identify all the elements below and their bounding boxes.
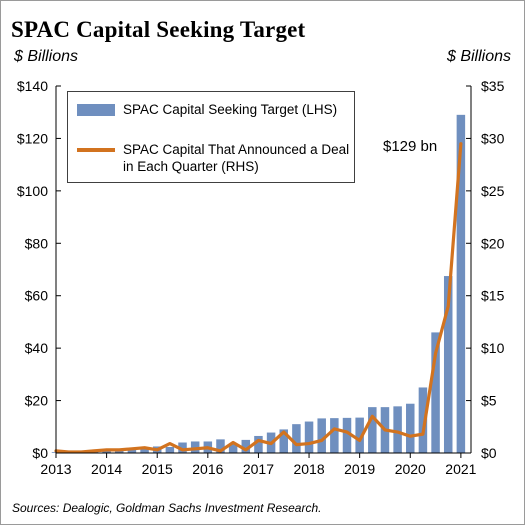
bar-mark	[127, 449, 137, 453]
legend-item-line: SPAC Capital That Announced a Deal in Ea…	[77, 141, 363, 175]
bar-mark	[102, 450, 111, 453]
right-tick-label: $20	[481, 235, 505, 251]
left-tick-label: $100	[17, 183, 48, 199]
right-tick-label: $0	[481, 445, 497, 461]
right-tick-label: $15	[481, 288, 505, 304]
left-tick-label: $140	[17, 78, 48, 94]
left-tick-label: $40	[25, 340, 49, 356]
bar-mark	[304, 421, 314, 453]
legend-bar-swatch	[77, 104, 115, 116]
left-tick-label: $0	[32, 445, 48, 461]
bar-mark	[342, 417, 352, 453]
bar-mark	[443, 276, 453, 453]
right-tick-label: $25	[481, 183, 505, 199]
x-tick-label: 2013	[40, 461, 71, 477]
bar-mark	[418, 387, 428, 453]
bar-mark	[393, 406, 402, 453]
left-tick-label: $20	[25, 393, 49, 409]
right-tick-label: $30	[481, 130, 505, 146]
x-tick-label: 2017	[243, 461, 274, 477]
left-axis-unit: $ Billions	[14, 48, 79, 65]
x-tick-label: 2020	[395, 461, 426, 477]
legend-item-bars: SPAC Capital Seeking Target (LHS)	[77, 101, 337, 118]
x-tick-label: 2018	[293, 461, 324, 477]
bar-mark	[165, 446, 175, 453]
bar-mark	[228, 443, 238, 453]
legend-label-line: SPAC Capital That Announced a Deal in Ea…	[123, 142, 350, 174]
bar-mark	[330, 418, 339, 453]
legend-label-bars: SPAC Capital Seeking Target (LHS)	[123, 102, 338, 117]
bar-mark	[178, 442, 187, 453]
legend: SPAC Capital Seeking Target (LHS) SPAC C…	[67, 91, 355, 183]
left-tick-label: $60	[25, 288, 49, 304]
deal-line	[54, 142, 463, 454]
x-tick-label: 2016	[192, 461, 223, 477]
peak-annotation: $129 bn	[383, 138, 438, 155]
legend-line-swatch	[77, 148, 115, 152]
left-tick-label: $80	[25, 235, 49, 251]
bar-mark	[279, 429, 288, 453]
bar-mark	[292, 424, 301, 453]
left-tick-label: $120	[17, 130, 48, 146]
bar-mark	[456, 114, 466, 453]
bar-mark	[140, 447, 149, 453]
right-tick-label: $5	[481, 393, 497, 409]
bar-mark	[254, 435, 263, 453]
right-axis-unit: $ Billions	[446, 48, 511, 65]
right-tick-label: $10	[481, 340, 505, 356]
x-tick-label: 2019	[344, 461, 375, 477]
bar-mark	[216, 439, 225, 453]
bar-mark	[406, 403, 415, 453]
bar-mark	[317, 418, 326, 453]
bar-mark	[431, 332, 440, 453]
right-tick-label: $35	[481, 78, 505, 94]
x-tick-label: 2014	[91, 461, 122, 477]
bar-mark	[241, 439, 251, 453]
chart-title: SPAC Capital Seeking Target	[11, 17, 306, 42]
x-tick-label: 2021	[445, 461, 476, 477]
sources-note: Sources: Dealogic, Goldman Sachs Investm…	[12, 501, 322, 515]
x-tick-label: 2015	[142, 461, 173, 477]
bar-mark	[368, 407, 377, 454]
bar-mark	[355, 417, 364, 453]
